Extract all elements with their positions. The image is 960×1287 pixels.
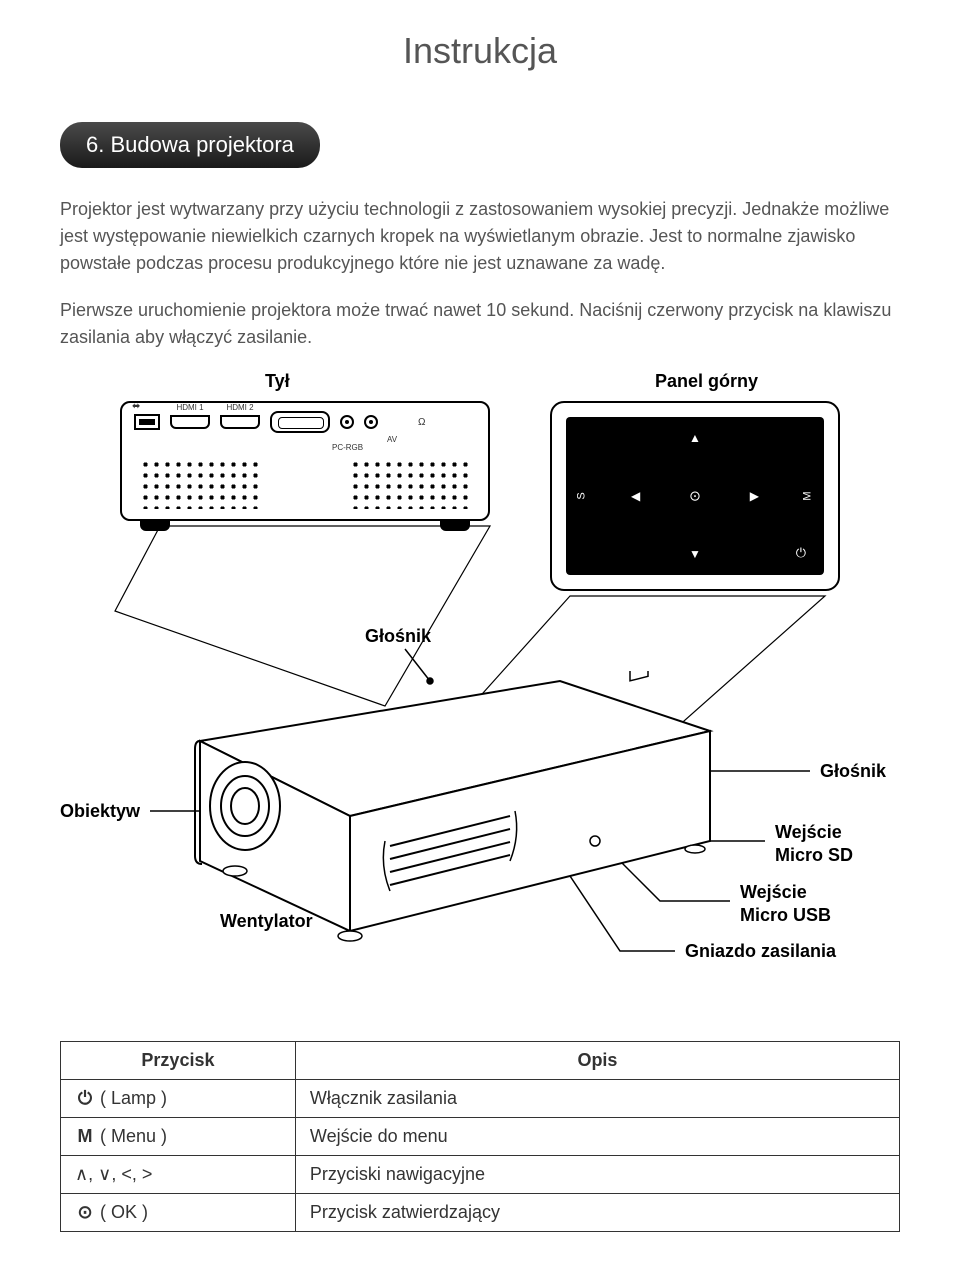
- projector-diagram: Tył Panel górny Głośnik Głośnik Obiektyw…: [60, 371, 900, 1011]
- ok-btn: ( OK ): [100, 1202, 148, 1222]
- table-row: ⏻ ( Lamp ) Włącznik zasilania: [61, 1080, 900, 1118]
- paragraph-1: Projektor jest wytwarzany przy użyciu te…: [60, 196, 900, 277]
- menu-icon: M: [75, 1126, 95, 1147]
- col-opis: Opis: [295, 1042, 899, 1080]
- paragraph-2: Pierwsze uruchomienie projektora może tr…: [60, 297, 900, 351]
- lamp-btn: ( Lamp ): [100, 1088, 167, 1108]
- button-table: Przycisk Opis ⏻ ( Lamp ) Włącznik zasila…: [60, 1041, 900, 1232]
- menu-desc: Wejście do menu: [295, 1118, 899, 1156]
- table-header-row: Przycisk Opis: [61, 1042, 900, 1080]
- ok-desc: Przycisk zatwierdzający: [295, 1194, 899, 1232]
- lamp-icon: ⏻: [75, 1088, 95, 1109]
- table-row: M ( Menu ) Wejście do menu: [61, 1118, 900, 1156]
- ok-icon-cell: ⊙: [75, 1202, 95, 1223]
- page-title: Instrukcja: [60, 30, 900, 72]
- projector-body: [140, 671, 760, 971]
- table-row: ∧, ∨, <, > Przyciski nawigacyjne: [61, 1156, 900, 1194]
- section-header: 6. Budowa projektora: [60, 122, 320, 168]
- menu-btn: ( Menu ): [100, 1126, 167, 1146]
- nav-btn: ∧, ∨, <, >: [75, 1164, 152, 1184]
- lamp-desc: Włącznik zasilania: [295, 1080, 899, 1118]
- table-row: ⊙ ( OK ) Przycisk zatwierdzający: [61, 1194, 900, 1232]
- nav-desc: Przyciski nawigacyjne: [295, 1156, 899, 1194]
- col-przycisk: Przycisk: [61, 1042, 296, 1080]
